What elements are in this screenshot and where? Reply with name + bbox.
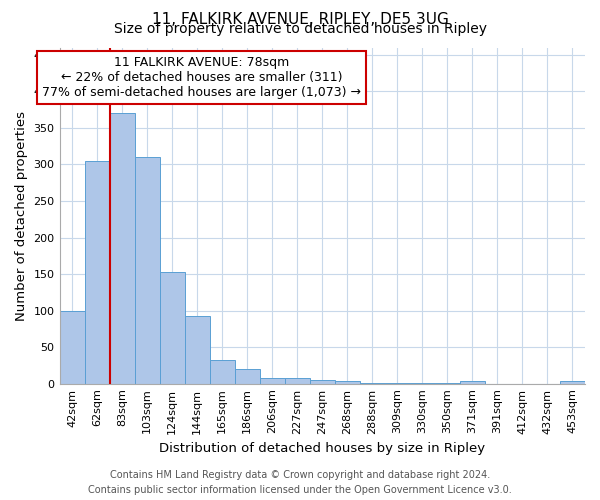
Bar: [110, 114, 134, 384]
Text: 11 FALKIRK AVENUE: 78sqm
← 22% of detached houses are smaller (311)
77% of semi-: 11 FALKIRK AVENUE: 78sqm ← 22% of detach…: [42, 56, 361, 99]
Bar: [385, 383, 410, 384]
Y-axis label: Number of detached properties: Number of detached properties: [15, 110, 28, 320]
Text: Size of property relative to detached houses in Ripley: Size of property relative to detached ho…: [113, 22, 487, 36]
Bar: [59, 310, 85, 384]
Bar: [360, 383, 385, 384]
Text: Contains HM Land Registry data © Crown copyright and database right 2024.
Contai: Contains HM Land Registry data © Crown c…: [88, 470, 512, 495]
X-axis label: Distribution of detached houses by size in Ripley: Distribution of detached houses by size …: [159, 442, 485, 455]
Bar: [460, 382, 485, 384]
Bar: [260, 378, 285, 384]
Bar: [560, 382, 585, 384]
Bar: [185, 316, 209, 384]
Bar: [85, 161, 110, 384]
Bar: [410, 383, 435, 384]
Bar: [235, 369, 260, 384]
Bar: [209, 360, 235, 384]
Bar: [335, 382, 360, 384]
Bar: [134, 157, 160, 384]
Bar: [310, 380, 335, 384]
Bar: [285, 378, 310, 384]
Text: 11, FALKIRK AVENUE, RIPLEY, DE5 3UG: 11, FALKIRK AVENUE, RIPLEY, DE5 3UG: [152, 12, 448, 28]
Bar: [435, 383, 460, 384]
Bar: [160, 272, 185, 384]
